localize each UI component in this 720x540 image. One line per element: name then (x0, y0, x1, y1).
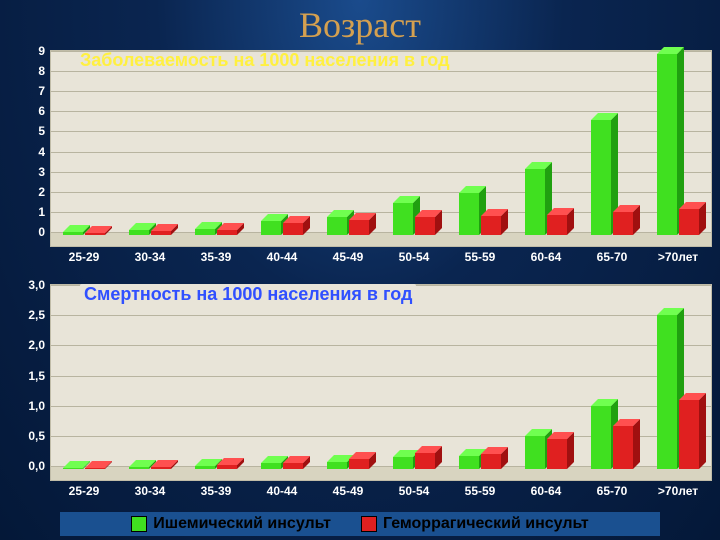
bar-series2 (613, 426, 633, 469)
x-tick-label: 25-29 (69, 250, 100, 264)
y-tick-label: 3,0 (28, 278, 45, 292)
bar-series2 (679, 400, 699, 469)
bar-series2 (349, 220, 369, 235)
x-tick-label: 60-64 (531, 250, 562, 264)
x-tick-label: 55-59 (465, 484, 496, 498)
bar-series2 (85, 233, 105, 235)
page-title: Возраст (0, 0, 720, 46)
grid-line (51, 91, 711, 92)
x-tick-label: 45-49 (333, 250, 364, 264)
y-tick-label: 0,0 (28, 459, 45, 473)
bar-series2 (547, 439, 567, 469)
bar-series1 (261, 221, 281, 235)
bar-series2 (547, 215, 567, 235)
bar-series1 (63, 468, 83, 469)
y-tick-label: 0 (38, 225, 45, 239)
bar-series2 (415, 453, 435, 469)
x-tick-label: 30-34 (135, 250, 166, 264)
chart-mortality: Смертность на 1000 населения в год 0,00,… (10, 280, 715, 508)
x-tick-label: 50-54 (399, 484, 430, 498)
x-tick-label: 40-44 (267, 250, 298, 264)
bar-series2 (481, 216, 501, 235)
y-tick-label: 3 (38, 165, 45, 179)
x-tick-label: >70лет (658, 250, 698, 264)
y-tick-label: 5 (38, 124, 45, 138)
bar-series1 (459, 193, 479, 235)
legend-label-2: Геморрагический инсульт (383, 515, 589, 533)
x-tick-label: 60-64 (531, 484, 562, 498)
bar-series1 (525, 169, 545, 235)
legend-label-1: Ишемический инсульт (153, 515, 331, 533)
x-tick-label: 45-49 (333, 484, 364, 498)
bar-series2 (217, 465, 237, 469)
bar-series2 (283, 463, 303, 469)
y-tick-label: 2 (38, 185, 45, 199)
slide-root: Возраст Заболеваемость на 1000 населения… (0, 0, 720, 540)
y-tick-label: 2,0 (28, 338, 45, 352)
bar-series2 (151, 231, 171, 235)
bar-series2 (613, 212, 633, 235)
bar-series1 (195, 229, 215, 235)
y-tick-label: 7 (38, 84, 45, 98)
bar-series1 (327, 462, 347, 469)
bar-series1 (525, 436, 545, 469)
x-tick-label: 65-70 (597, 250, 628, 264)
legend-item-1: Ишемический инсульт (131, 515, 331, 533)
bar-series1 (657, 54, 677, 235)
y-tick-label: 1 (38, 205, 45, 219)
bar-series2 (217, 230, 237, 235)
bar-series2 (349, 459, 369, 469)
bar-series1 (459, 456, 479, 469)
x-tick-label: 30-34 (135, 484, 166, 498)
bar-series1 (129, 467, 149, 469)
y-tick-label: 4 (38, 145, 45, 159)
bar-series1 (195, 466, 215, 469)
x-tick-label: 65-70 (597, 484, 628, 498)
bar-series1 (591, 120, 611, 235)
chart2-plot-area: 0,00,51,01,52,02,53,025-2930-3435-3940-4… (50, 284, 712, 481)
y-tick-label: 0,5 (28, 429, 45, 443)
x-tick-label: 50-54 (399, 250, 430, 264)
grid-line (51, 345, 711, 346)
grid-line (51, 376, 711, 377)
bar-series1 (63, 232, 83, 235)
x-tick-label: >70лет (658, 484, 698, 498)
bar-series1 (657, 315, 677, 469)
grid-line (51, 315, 711, 316)
chart-incidence: Заболеваемость на 1000 населения в год 0… (10, 46, 715, 274)
x-tick-label: 55-59 (465, 250, 496, 264)
bar-series1 (591, 406, 611, 469)
x-tick-label: 25-29 (69, 484, 100, 498)
legend: Ишемический инсульт Геморрагический инсу… (60, 512, 660, 536)
x-tick-label: 40-44 (267, 484, 298, 498)
legend-item-2: Геморрагический инсульт (361, 515, 589, 533)
legend-swatch-1 (131, 516, 147, 532)
bar-series2 (85, 468, 105, 469)
legend-swatch-2 (361, 516, 377, 532)
chart1-title: Заболеваемость на 1000 населения в год (80, 50, 450, 71)
y-tick-label: 1,0 (28, 399, 45, 413)
x-tick-label: 35-39 (201, 250, 232, 264)
bar-series2 (481, 454, 501, 469)
bar-series2 (679, 209, 699, 235)
plot-floor (51, 232, 711, 246)
bar-series2 (283, 223, 303, 235)
y-tick-label: 1,5 (28, 369, 45, 383)
bar-series1 (327, 217, 347, 235)
x-tick-label: 35-39 (201, 484, 232, 498)
bar-series1 (261, 463, 281, 469)
bar-series1 (393, 457, 413, 469)
chart2-title: Смертность на 1000 населения в год (80, 284, 416, 305)
grid-line (51, 71, 711, 72)
y-tick-label: 8 (38, 64, 45, 78)
y-tick-label: 2,5 (28, 308, 45, 322)
bar-series1 (129, 230, 149, 235)
bar-series2 (151, 467, 171, 469)
chart1-plot-area: 012345678925-2930-3435-3940-4445-4950-54… (50, 50, 712, 247)
bar-series1 (393, 203, 413, 235)
y-tick-label: 6 (38, 104, 45, 118)
y-tick-label: 9 (38, 44, 45, 58)
bar-series2 (415, 217, 435, 235)
